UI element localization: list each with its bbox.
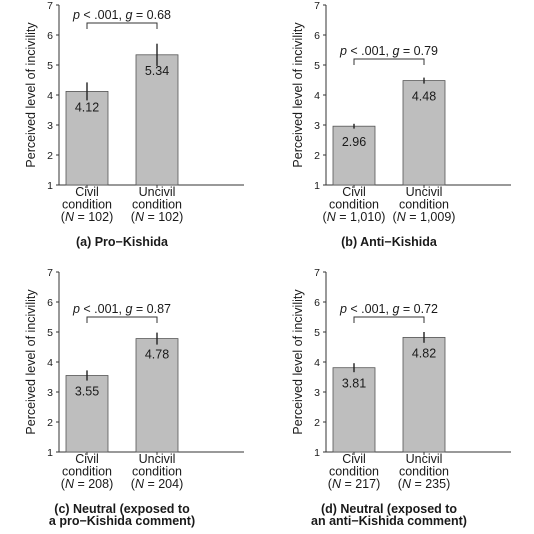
panel-title: (a) Pro−Kishida — [76, 235, 169, 249]
x-tick-label: condition — [62, 465, 112, 479]
x-tick-label: (N = 235) — [398, 477, 450, 491]
y-tick-label: 6 — [47, 297, 53, 309]
y-tick-label: 4 — [314, 90, 320, 102]
y-axis-label: Perceived level of incivility — [24, 289, 38, 435]
x-tick-label: (N = 204) — [131, 477, 183, 491]
x-tick-label: Civil — [342, 452, 366, 466]
x-tick-label: Uncivil — [139, 452, 176, 466]
bar-value-label: 5.34 — [145, 64, 169, 78]
x-tick-label: condition — [132, 465, 182, 479]
y-tick-label: 3 — [47, 387, 53, 399]
panel-title: (b) Anti−Kishida — [341, 235, 438, 249]
x-tick-label: Civil — [75, 452, 99, 466]
y-axis-label: Perceived level of incivility — [291, 289, 305, 435]
y-tick-label: 2 — [47, 150, 53, 162]
x-tick-label: (N = 217) — [328, 477, 380, 491]
bar-value-label: 2.96 — [342, 135, 366, 149]
chart-panel-b: Perceived level of incivility 1 2 3 4 5 6 7 2.96… — [291, 0, 511, 249]
bar-value-label: 4.48 — [412, 90, 436, 104]
panel-title: (d) Neutral (exposed to — [321, 502, 457, 516]
y-tick-label: 3 — [314, 120, 320, 132]
y-tick-label: 7 — [314, 267, 320, 279]
y-axis-label: Perceived level of incivility — [291, 22, 305, 168]
y-tick-label: 7 — [47, 267, 53, 279]
significance-annotation: p < .001, g = 0.87 — [72, 302, 171, 316]
bar — [332, 125, 376, 186]
y-tick-label: 2 — [314, 417, 320, 429]
significance-annotation: p < .001, g = 0.68 — [72, 8, 171, 22]
significance-annotation: p < .001, g = 0.72 — [339, 302, 438, 316]
x-tick-label: Uncivil — [139, 185, 176, 199]
bar — [402, 80, 446, 186]
y-tick-label: 5 — [314, 327, 320, 339]
y-tick-label: 5 — [47, 327, 53, 339]
panel-title: (c) Neutral (exposed to — [54, 502, 190, 516]
x-tick-label: condition — [399, 465, 449, 479]
x-tick-label: (N = 1,010) — [323, 210, 386, 224]
x-tick-label: (N = 208) — [61, 477, 113, 491]
x-tick-label: condition — [329, 198, 379, 212]
x-tick-label: condition — [132, 198, 182, 212]
x-tick-label: Uncivil — [406, 452, 443, 466]
y-tick-label: 1 — [47, 180, 53, 192]
bar-value-label: 4.12 — [75, 100, 99, 114]
bar — [65, 91, 109, 186]
significance-bracket — [353, 58, 425, 65]
y-tick-label: 4 — [47, 357, 53, 369]
y-tick-label: 6 — [314, 30, 320, 42]
y-tick-label: 7 — [47, 0, 53, 12]
y-tick-label: 5 — [314, 60, 320, 72]
y-tick-label: 6 — [47, 30, 53, 42]
y-tick-label: 3 — [47, 120, 53, 132]
chart-panel-c: Perceived level of incivility 1 2 3 4 5 6 7 3.55… — [24, 267, 244, 528]
bar-value-label: 4.78 — [145, 348, 169, 362]
significance-bracket — [86, 316, 158, 323]
y-tick-label: 4 — [314, 357, 320, 369]
significance-bracket — [353, 316, 425, 323]
y-tick-label: 7 — [314, 0, 320, 12]
y-tick-label: 2 — [47, 417, 53, 429]
x-tick-label: Uncivil — [406, 185, 443, 199]
y-tick-label: 1 — [314, 447, 320, 459]
x-tick-label: Civil — [342, 185, 366, 199]
panel-title: a pro−Kishida comment) — [49, 514, 195, 528]
y-tick-label: 1 — [314, 180, 320, 192]
x-tick-label: Civil — [75, 185, 99, 199]
chart-panel-d: Perceived level of incivility 1 2 3 4 5 6 7 3.81… — [291, 267, 511, 528]
y-axis-label: Perceived level of incivility — [24, 22, 38, 168]
bar — [332, 367, 376, 453]
y-tick-label: 1 — [47, 447, 53, 459]
x-tick-label: condition — [62, 198, 112, 212]
significance-bracket — [86, 22, 158, 29]
chart-panel-a: Perceived level of incivility 1 2 3 4 5 6 7 4.12… — [24, 0, 244, 249]
y-tick-label: 5 — [47, 60, 53, 72]
bar-value-label: 4.82 — [412, 346, 436, 360]
x-tick-label: (N = 102) — [131, 210, 183, 224]
bar — [135, 338, 179, 453]
y-tick-label: 4 — [47, 90, 53, 102]
panel-title: an anti−Kishida comment) — [311, 514, 467, 528]
x-tick-label: condition — [399, 198, 449, 212]
bar — [65, 375, 109, 453]
bar-value-label: 3.81 — [342, 377, 366, 391]
y-tick-label: 2 — [314, 150, 320, 162]
significance-annotation: p < .001, g = 0.79 — [339, 44, 438, 58]
x-tick-label: (N = 102) — [61, 210, 113, 224]
bar-value-label: 3.55 — [75, 385, 99, 399]
x-tick-label: (N = 1,009) — [393, 210, 456, 224]
y-tick-label: 3 — [314, 387, 320, 399]
x-tick-label: condition — [329, 465, 379, 479]
y-tick-label: 6 — [314, 297, 320, 309]
